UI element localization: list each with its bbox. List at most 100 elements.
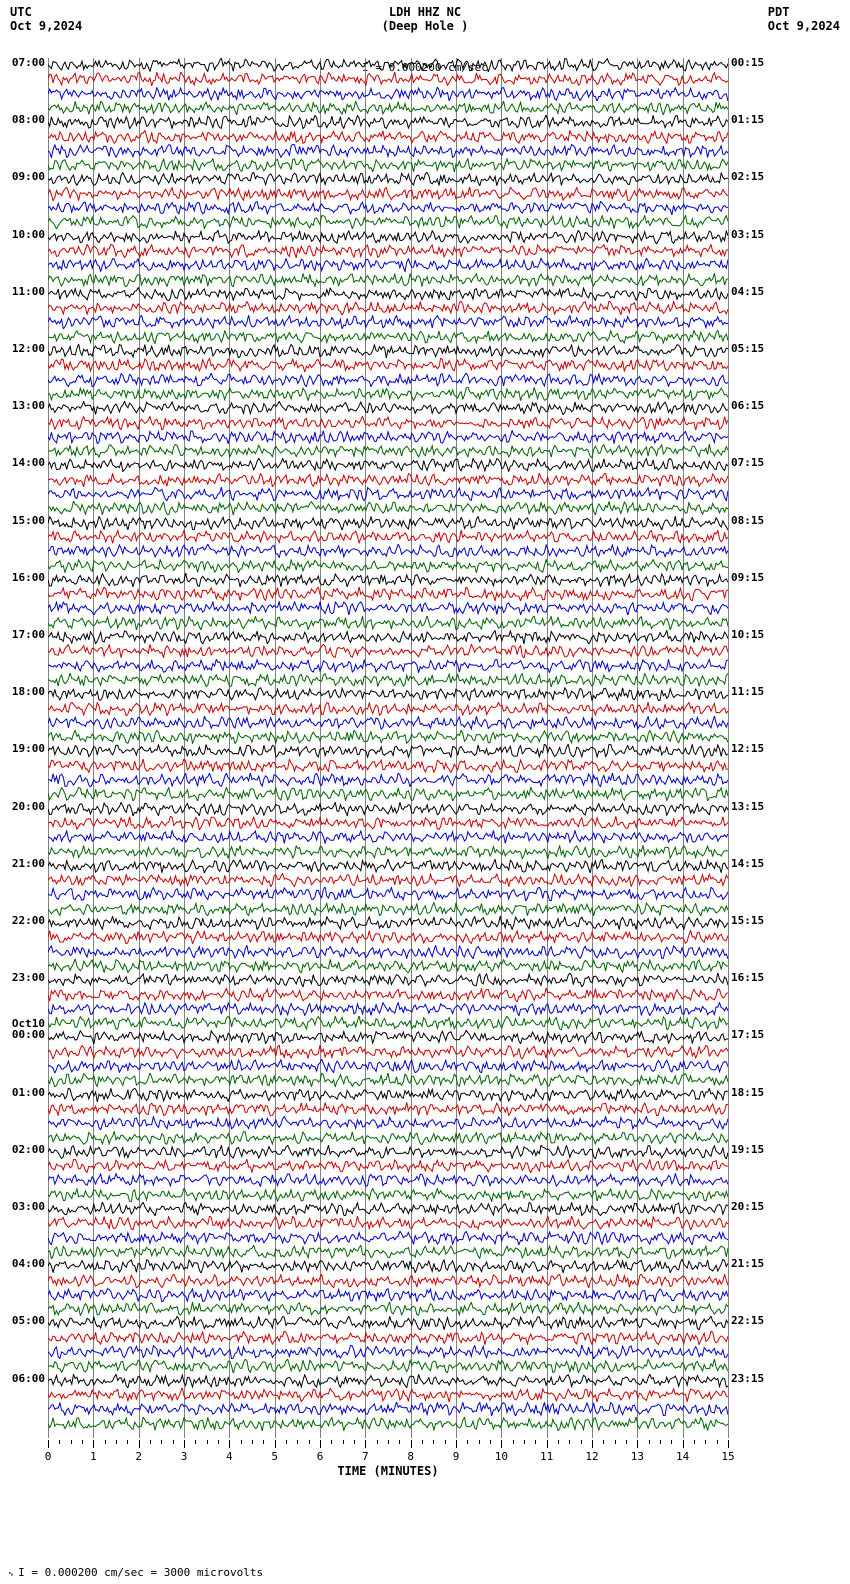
trace-row — [48, 559, 728, 573]
x-tick-minor — [127, 1440, 128, 1444]
date-switch-label: Oct10 — [5, 1018, 45, 1029]
x-tick — [411, 1440, 412, 1448]
trace-row — [48, 873, 728, 887]
trace-row — [48, 573, 728, 587]
utc-time-label: 09:00 — [5, 171, 45, 182]
trace-row — [48, 759, 728, 773]
trace-row — [48, 1016, 728, 1030]
pdt-time-label: 17:15 — [731, 1029, 771, 1040]
utc-time-label: 12:00 — [5, 343, 45, 354]
trace-row — [48, 1245, 728, 1259]
pdt-time-label: 08:15 — [731, 515, 771, 526]
x-tick-minor — [161, 1440, 162, 1444]
x-tick-label: 3 — [181, 1450, 188, 1463]
trace-row — [48, 330, 728, 344]
x-tick-minor — [433, 1440, 434, 1444]
x-axis-title: TIME (MINUTES) — [48, 1464, 728, 1478]
trace-row — [48, 1402, 728, 1416]
trace-row — [48, 802, 728, 816]
trace-row — [48, 344, 728, 358]
trace-row — [48, 1359, 728, 1373]
x-tick-label: 15 — [721, 1450, 734, 1463]
pdt-time-label: 01:15 — [731, 114, 771, 125]
x-tick-label: 4 — [226, 1450, 233, 1463]
trace-row — [48, 1302, 728, 1316]
trace-row — [48, 630, 728, 644]
x-tick — [93, 1440, 94, 1448]
x-tick-label: 11 — [540, 1450, 553, 1463]
trace-row — [48, 1288, 728, 1302]
utc-time-label: 17:00 — [5, 629, 45, 640]
trace-row — [48, 1073, 728, 1087]
trace-row — [48, 444, 728, 458]
x-tick-minor — [479, 1440, 480, 1444]
trace-row — [48, 187, 728, 201]
trace-row — [48, 215, 728, 229]
x-tick — [48, 1440, 49, 1448]
pdt-time-label: 22:15 — [731, 1315, 771, 1326]
trace-row — [48, 172, 728, 186]
pdt-time-label: 11:15 — [731, 686, 771, 697]
pdt-time-label: 07:15 — [731, 457, 771, 468]
x-tick-label: 14 — [676, 1450, 689, 1463]
trace-row — [48, 530, 728, 544]
trace-row — [48, 1331, 728, 1345]
x-tick — [501, 1440, 502, 1448]
trace-row — [48, 988, 728, 1002]
trace-row — [48, 258, 728, 272]
trace-row — [48, 144, 728, 158]
x-tick-minor — [626, 1440, 627, 1444]
x-tick-minor — [388, 1440, 389, 1444]
trace-row — [48, 916, 728, 930]
x-tick — [456, 1440, 457, 1448]
x-tick-minor — [399, 1440, 400, 1444]
x-tick-minor — [354, 1440, 355, 1444]
trace-row — [48, 416, 728, 430]
utc-date-label: Oct 9,2024 — [10, 19, 82, 33]
utc-time-label: 23:00 — [5, 972, 45, 983]
trace-row — [48, 458, 728, 472]
trace-row — [48, 644, 728, 658]
utc-time-label: 00:00 — [5, 1029, 45, 1040]
trace-row — [48, 687, 728, 701]
x-tick-minor — [71, 1440, 72, 1444]
x-tick-minor — [286, 1440, 287, 1444]
pdt-time-label: 18:15 — [731, 1087, 771, 1098]
trace-row — [48, 1173, 728, 1187]
utc-time-label: 03:00 — [5, 1201, 45, 1212]
x-tick-minor — [705, 1440, 706, 1444]
trace-row — [48, 201, 728, 215]
x-tick-minor — [297, 1440, 298, 1444]
trace-row — [48, 230, 728, 244]
pdt-time-label: 10:15 — [731, 629, 771, 640]
trace-row — [48, 1159, 728, 1173]
trace-row — [48, 401, 728, 415]
trace-row — [48, 659, 728, 673]
x-tick-minor — [422, 1440, 423, 1444]
pdt-time-label: 03:15 — [731, 229, 771, 240]
location-label: (Deep Hole ) — [0, 19, 850, 33]
pdt-time-label: 06:15 — [731, 400, 771, 411]
x-tick — [365, 1440, 366, 1448]
trace-row — [48, 87, 728, 101]
trace-row — [48, 315, 728, 329]
x-tick-minor — [649, 1440, 650, 1444]
x-tick-minor — [694, 1440, 695, 1444]
header-left-tz: UTC Oct 9,2024 — [10, 5, 82, 33]
trace-row — [48, 744, 728, 758]
pdt-time-label: 02:15 — [731, 171, 771, 182]
trace-row — [48, 1274, 728, 1288]
x-tick-label: 5 — [271, 1450, 278, 1463]
trace-row — [48, 1088, 728, 1102]
utc-time-label: 18:00 — [5, 686, 45, 697]
utc-time-label: 19:00 — [5, 743, 45, 754]
utc-time-label: 13:00 — [5, 400, 45, 411]
seismogram-plot: 07:0008:0009:0010:0011:0012:0013:0014:00… — [48, 58, 728, 1438]
pdt-tz-label: PDT — [768, 5, 840, 19]
trace-row — [48, 1417, 728, 1431]
trace-row — [48, 58, 728, 72]
trace-row — [48, 1030, 728, 1044]
x-tick-minor — [513, 1440, 514, 1444]
trace-row — [48, 1145, 728, 1159]
trace-row — [48, 859, 728, 873]
